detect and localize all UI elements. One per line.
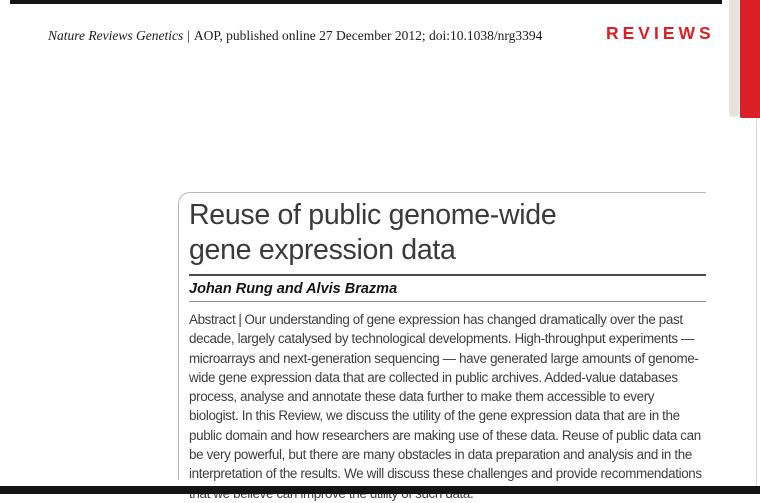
abstract-separator: |	[238, 312, 242, 327]
journal-header: Nature Reviews Genetics | AOP, published o…	[48, 28, 542, 44]
beige-edge-tab	[729, 0, 739, 117]
article-header-box: Reuse of public genome-wide gene express…	[178, 192, 706, 501]
section-label-reviews: REVIEWS	[606, 23, 715, 43]
article-authors: Johan Rung and Alvis Brazma	[189, 281, 398, 297]
header-separator: |	[187, 28, 190, 43]
article-title-line2: gene expression data	[189, 234, 456, 266]
citation-text: AOP, published online 27 December 2012; …	[193, 28, 543, 43]
authors-rule	[189, 301, 706, 302]
top-rule-bar	[10, 0, 722, 4]
abstract-body: Our understanding of gene expression has…	[189, 312, 702, 501]
article-abstract: Abstract | Our understanding of gene expre…	[189, 310, 706, 503]
journal-name: Nature Reviews Genetics	[48, 28, 184, 43]
bottom-rule-bar	[0, 486, 760, 494]
abstract-label: Abstract	[189, 312, 236, 327]
red-edge-tab	[740, 0, 760, 118]
title-rule	[189, 274, 706, 276]
article-title-line1: Reuse of public genome-wide	[189, 199, 557, 231]
page-edge-line	[756, 118, 757, 494]
article-title: Reuse of public genome-wide gene express…	[189, 198, 706, 268]
